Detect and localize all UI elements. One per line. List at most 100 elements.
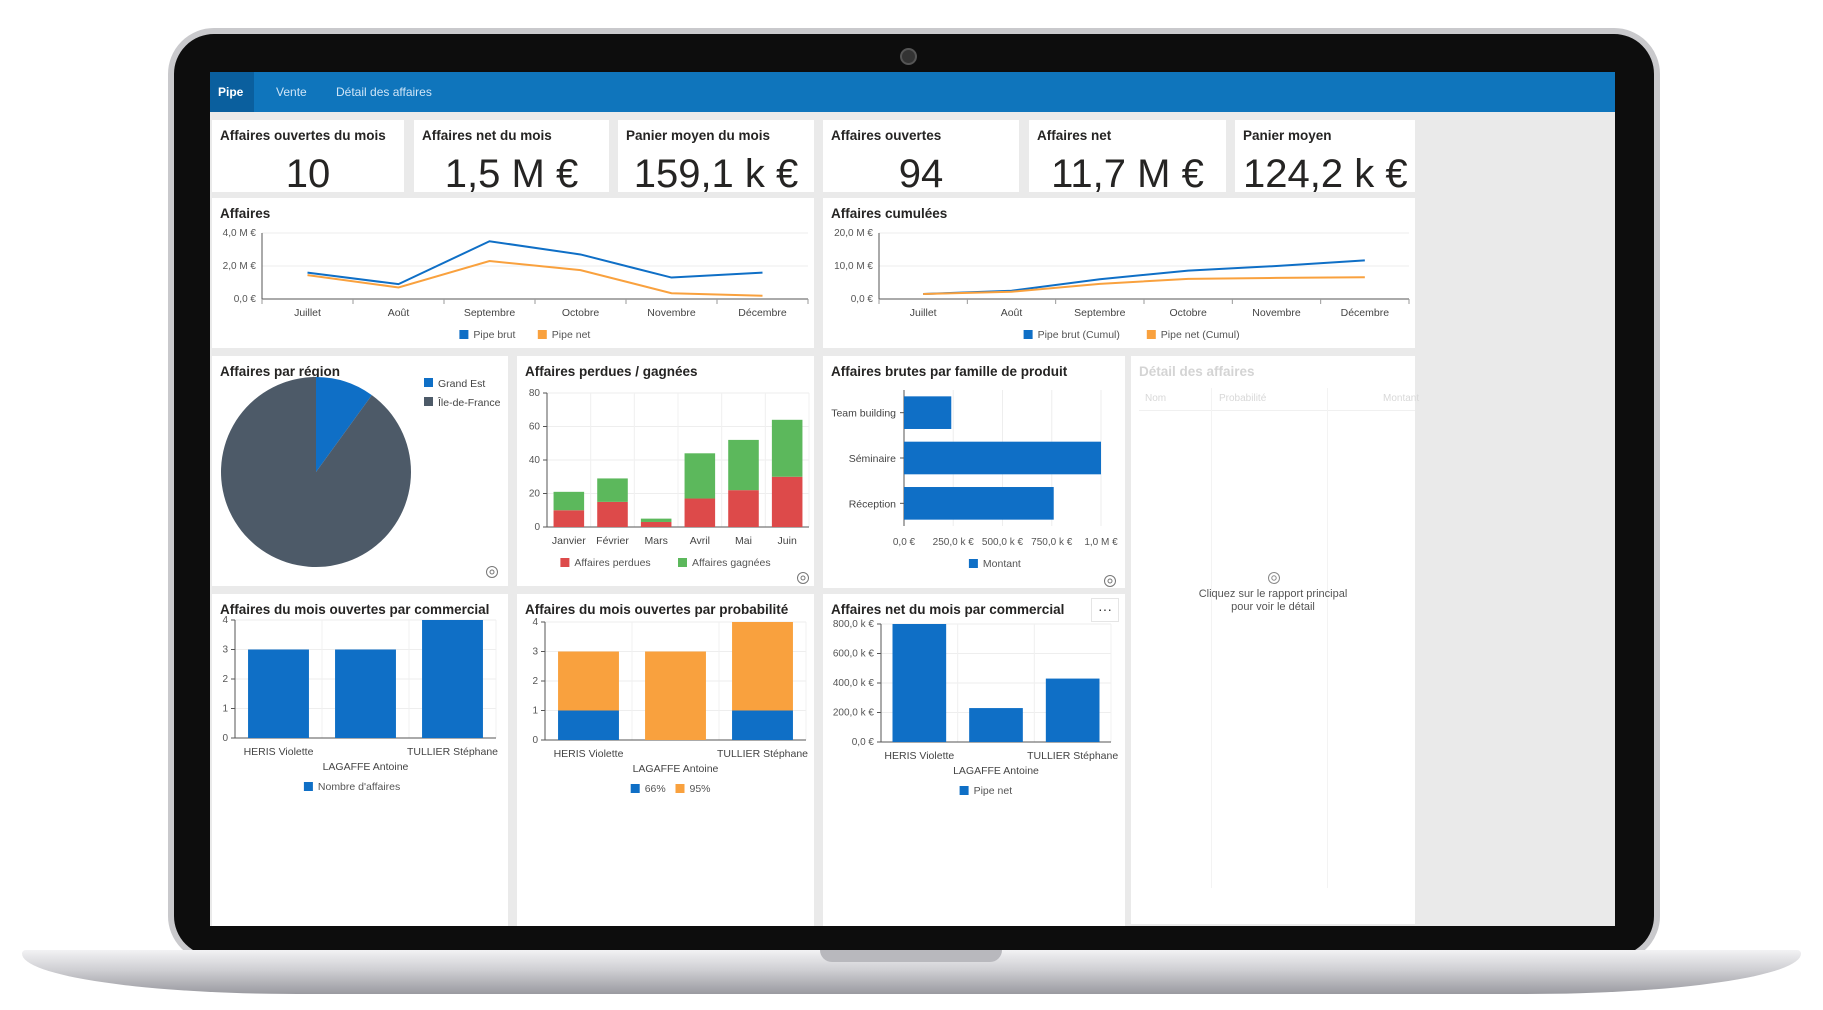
detail-title: Détail des affaires: [1139, 364, 1255, 379]
y-tick-label: 0: [222, 733, 228, 744]
detail-empty-line-2: pour voir le détail: [1231, 601, 1315, 613]
kpi-card-panier-moyen-mois[interactable]: Panier moyen du mois 159,1 k €: [618, 120, 814, 196]
y-tick-label: 4: [222, 615, 228, 626]
series-line-pipe-net-cumul-: [923, 276, 1365, 296]
chart-title: Affaires du mois ouvertes par probabilit…: [525, 602, 789, 617]
chart-title: Affaires perdues / gagnées: [525, 364, 698, 379]
legend-swatch: [424, 397, 433, 406]
legend-swatch: [560, 558, 570, 567]
y-tick-label: 80: [529, 388, 541, 399]
tab-detail-affaires[interactable]: Détail des affaires: [336, 85, 432, 99]
chart-panel-affaires[interactable]: Affaires 0,0 € 2,0 M € 4,0 M € Juillet Août S…: [212, 198, 814, 348]
legend-swatch: [968, 559, 978, 568]
column-header-montant[interactable]: Montant: [1383, 393, 1420, 404]
legend-label: Pipe brut: [473, 329, 515, 341]
y-tick-label: Réception: [849, 498, 896, 510]
x-tick-label: Février: [596, 535, 629, 547]
legend-label: Île-de-France: [437, 396, 501, 409]
bar-affaires-perdues: [553, 510, 585, 527]
x-tick-label: Octobre: [562, 307, 600, 319]
dashboard-screen: Pipe Vente Détail des affaires Affaires …: [210, 72, 1615, 926]
report-tab-bar: Pipe Vente Détail des affaires: [210, 72, 1615, 112]
chart-panel-commercial[interactable]: Affaires du mois ouvertes par commercial…: [212, 594, 508, 926]
kpi-card-affaires-ouvertes[interactable]: Affaires ouvertes 94: [823, 120, 1019, 196]
bar-affaires-perdues: [640, 521, 672, 527]
kpi-value: 124,2 k €: [1243, 152, 1408, 196]
series-line-pipe-brut: [307, 240, 763, 286]
chart-panel-net-commercial[interactable]: Affaires net du mois par commercial ··· …: [823, 594, 1125, 926]
kpi-card-affaires-ouvertes-mois[interactable]: Affaires ouvertes du mois 10: [212, 120, 404, 196]
series-line-pipe-net: [307, 260, 763, 297]
x-tick-label: 500,0 k €: [982, 537, 1024, 548]
focus-mode-icon: [1104, 575, 1116, 587]
x-tick-label: Octobre: [1169, 307, 1207, 319]
y-tick-label: 800,0 k €: [833, 619, 875, 630]
detail-affaires-table[interactable]: Détail des affaires Nom Probabilité Mont…: [1131, 356, 1419, 924]
kpi-card-panier-moyen[interactable]: Panier moyen 124,2 k €: [1235, 120, 1415, 196]
chart-title: Affaires: [220, 206, 271, 221]
bar-affaires-perdues: [597, 501, 628, 527]
y-tick-label: 4: [532, 617, 538, 628]
legend-swatch: [303, 782, 313, 791]
y-tick-label: 4,0 M €: [223, 228, 257, 239]
y-tick-label: 0,0 €: [851, 294, 874, 305]
kpi-title: Affaires ouvertes: [831, 128, 942, 143]
tab-pipe[interactable]: Pipe: [210, 72, 254, 112]
legend-swatch: [459, 330, 469, 339]
column-header-nom[interactable]: Nom: [1145, 393, 1167, 404]
focus-mode-icon: [797, 572, 809, 584]
chart-panel-affaires-cumulees[interactable]: Affaires cumulées 0,0 € 10,0 M € 20,0 M € J…: [823, 198, 1415, 348]
x-tick-label: Septembre: [1074, 307, 1126, 319]
bar-affaires-gagn-es: [597, 478, 628, 502]
y-tick-label: 400,0 k €: [833, 678, 875, 689]
bar-pipe-net: [969, 708, 1023, 742]
y-tick-label: 0: [534, 522, 540, 533]
legend-label: Pipe net (Cumul): [1161, 329, 1240, 341]
chart-title: Affaires cumulées: [831, 206, 948, 221]
x-tick-label: Juillet: [294, 307, 321, 319]
chart-panel-region[interactable]: Affaires par région Grand Est Île-de-Fran…: [212, 356, 508, 586]
more-options-button[interactable]: ···: [1091, 598, 1119, 622]
chart-panel-perdues-gagnees[interactable]: Affaires perdues / gagnées 0 20 40 60 80 Janv…: [517, 356, 814, 586]
y-tick-label: 40: [529, 455, 541, 466]
chart-panel-probabilite[interactable]: Affaires du mois ouvertes par probabilit…: [517, 594, 814, 926]
legend-swatch: [1146, 330, 1156, 339]
chart-panel-famille-produit[interactable]: Affaires brutes par famille de produit 0…: [823, 356, 1125, 588]
x-tick-label: Septembre: [464, 307, 516, 319]
bar-95-: [732, 622, 793, 711]
x-tick-label: 1,0 M €: [1084, 537, 1118, 548]
kpi-card-affaires-net[interactable]: Affaires net 11,7 M €: [1029, 120, 1226, 196]
y-tick-label: 1: [532, 706, 538, 717]
affaires-cumulees-line-chart: 0,0 € 10,0 M € 20,0 M € Juillet Août Septembr…: [834, 228, 1410, 341]
x-tick-label: TULLIER Stéphane: [717, 748, 808, 760]
bar-affaires-gagn-es: [771, 419, 803, 477]
y-tick-label: 60: [529, 422, 541, 433]
bar-66-: [732, 710, 793, 740]
kpi-card-affaires-net-mois[interactable]: Affaires net du mois 1,5 M €: [414, 120, 609, 196]
y-tick-label: 2,0 M €: [223, 261, 257, 272]
y-tick-label: 2: [532, 676, 538, 687]
legend-swatch: [424, 378, 433, 387]
x-tick-label: LAGAFFE Antoine: [953, 765, 1039, 777]
x-tick-label: LAGAFFE Antoine: [323, 761, 409, 773]
focus-mode-icon: [486, 566, 498, 578]
y-tick-label: 20: [529, 489, 541, 500]
bar-nombre-d-affaires: [248, 649, 309, 738]
bar-nombre-d-affaires: [422, 620, 483, 738]
famille-produit-bar-chart: 0,0 € 250,0 k € 500,0 k € 750,0 k € 1,0 M € T…: [831, 390, 1118, 587]
laptop-notch: [820, 950, 1002, 962]
affaires-line-chart: 0,0 € 2,0 M € 4,0 M € Juillet Août Septembre O…: [223, 228, 809, 341]
bar-nombre-d-affaires: [335, 649, 396, 738]
tab-vente[interactable]: Vente: [276, 85, 307, 99]
column-header-probabilite[interactable]: Probabilité: [1219, 393, 1267, 404]
commercial-bar-chart: 0 1 2 3 4 HERIS Violette LAGAFFE Antoine TULLIE…: [222, 615, 498, 793]
pie-slice--le-de-france: [221, 377, 411, 567]
focus-mode-icon: [489, 569, 495, 575]
kpi-title: Affaires net: [1037, 128, 1112, 143]
y-tick-label: 0,0 €: [234, 294, 257, 305]
bar-affaires-gagn-es: [553, 491, 585, 511]
x-tick-label: Juillet: [910, 307, 937, 319]
search-icon: [1268, 572, 1280, 584]
x-tick-label: 750,0 k €: [1031, 537, 1073, 548]
y-tick-label: 1: [222, 704, 228, 715]
